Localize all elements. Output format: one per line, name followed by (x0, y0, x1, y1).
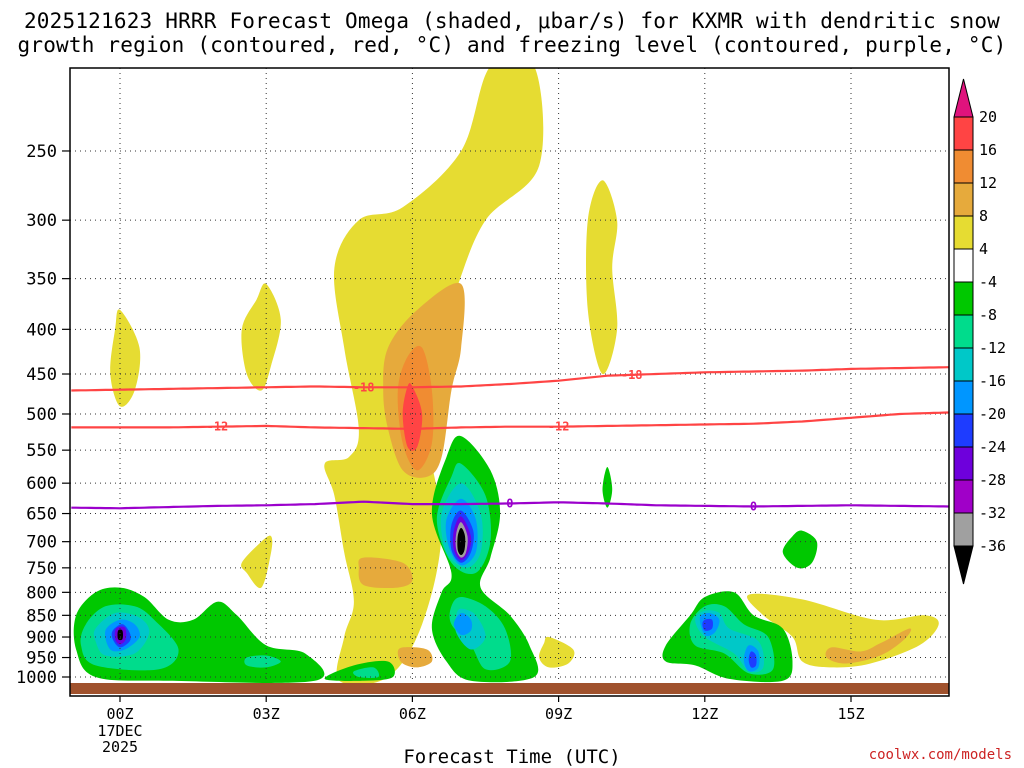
omega-shaded-regions (73, 68, 939, 685)
region-yellow-10z (586, 180, 618, 375)
colorbar-label: 20 (979, 108, 997, 126)
source-credit: coolwx.com/models (868, 747, 1012, 763)
x-tick-sublabel: 17DEC (97, 722, 142, 740)
colorbar-cap-top (953, 78, 974, 118)
x-tick-label: 12Z (691, 705, 718, 723)
x-tick-label: 09Z (545, 705, 572, 723)
colorbar-label: -8 (979, 306, 997, 324)
colorbar-label: -28 (979, 471, 1006, 489)
region-green-10z-small (602, 467, 613, 508)
region-black-07z (457, 527, 466, 555)
region-red-max (402, 383, 423, 451)
y-tick-label: 800 (26, 583, 57, 603)
contour-freezing_level (71, 500, 949, 510)
plot-frame (69, 67, 950, 697)
contour-dgz_bottom (71, 411, 949, 431)
ground-surface (70, 683, 949, 694)
region-left-yellow-blob (110, 309, 141, 407)
contour-label-dgz_top: -18 (353, 380, 375, 394)
y-tick-label: 400 (26, 320, 57, 340)
colorbar-segment-neg16_neg12 (953, 347, 974, 382)
colorbar-label: 8 (979, 207, 988, 225)
y-tick-label: 550 (26, 441, 57, 461)
y-tick-label: 650 (26, 505, 57, 525)
colorbar-label: -32 (979, 504, 1006, 522)
contour-lines: -18 -18 -12 -12 0 0 (71, 366, 949, 513)
contour-label-freezing_level: 0 (506, 496, 513, 510)
region-mid-orange-patch (358, 557, 413, 589)
y-tick-label: 300 (26, 211, 57, 231)
colorbar-segment-neg28_neg24 (953, 446, 974, 481)
contour-label-dgz_bottom: -12 (548, 420, 570, 434)
colorbar-segment-neg36_neg32 (953, 512, 974, 547)
region-yellow-small-03z (241, 535, 273, 589)
region-upper-yellow-plume (324, 68, 544, 685)
x-tick-label: 15Z (837, 705, 864, 723)
region-black-left (117, 629, 123, 641)
colorbar-segment-4_8 (953, 215, 974, 250)
contour-label-freezing_level: 0 (750, 499, 757, 513)
contour-dgz_top (71, 366, 949, 392)
region-dblue-12z (702, 618, 713, 631)
colorbar-label: 16 (979, 141, 997, 159)
region-dblue-13z (748, 651, 757, 668)
colorbar-legend: 20 16 12 8 4 -4 -8 -12 -16 -20 -24 -28 -32 -36 (953, 78, 1006, 585)
x-tick-label: 03Z (253, 705, 280, 723)
colorbar-segment-12_16 (953, 149, 974, 184)
chart-title-line-1: 2025121623 HRRR Forecast Omega (shaded, … (23, 9, 1001, 33)
colorbar-label: -36 (979, 537, 1006, 555)
colorbar-segment-neg32_neg28 (953, 479, 974, 514)
colorbar-segment-neg20_neg16 (953, 380, 974, 415)
colorbar-segment-neg12_neg8 (953, 314, 974, 349)
contour-label-dgz_bottom: -12 (207, 420, 229, 434)
colorbar-cap-bottom (953, 545, 974, 585)
region-teal-05z (353, 667, 380, 678)
region-yellow-09z (538, 636, 575, 668)
x-tick-sublabel: 2025 (102, 738, 138, 756)
colorbar-segment-neg24_neg20 (953, 413, 974, 448)
colorbar-segment-neg8_neg4 (953, 281, 974, 316)
y-tick-label: 900 (26, 628, 57, 648)
y-tick-label: 350 (26, 270, 57, 290)
y-tick-label: 950 (26, 649, 57, 669)
colorbar-label: -24 (979, 438, 1006, 456)
colorbar-label: -4 (979, 273, 997, 291)
colorbar-segment-16_20 (953, 116, 974, 151)
y-tick-label: 1000 (16, 668, 57, 688)
region-blue-07z-low (453, 613, 473, 636)
region-orange-right (825, 628, 912, 664)
region-green-14z (782, 530, 818, 569)
colorbar-label: 12 (979, 174, 997, 192)
y-tick-label: 250 (26, 142, 57, 162)
x-tick-label: 00Z (106, 705, 133, 723)
x-axis-title: Forecast Time (UTC) (403, 746, 621, 768)
y-tick-label: 450 (26, 365, 57, 385)
y-tick-label: 750 (26, 559, 57, 579)
region-yellow-03z (241, 283, 281, 391)
region-teal-03z (244, 655, 281, 668)
colorbar-label: -16 (979, 372, 1006, 390)
chart-title-line-2: growth region (contoured, red, °C) and f… (17, 33, 1007, 57)
y-tick-label: 600 (26, 474, 57, 494)
colorbar-segment-8_12 (953, 182, 974, 217)
y-tick-label: 500 (26, 405, 57, 425)
colorbar-label: -20 (979, 405, 1006, 423)
contour-label-dgz_top: -18 (621, 368, 643, 382)
colorbar-label: -12 (979, 339, 1006, 357)
y-tick-label: 850 (26, 606, 57, 626)
colorbar-label: 4 (979, 240, 988, 258)
y-axis: 2503003504004505005506006507007508008509… (16, 142, 70, 688)
colorbar-segment-neg4_4 (953, 248, 974, 283)
y-tick-label: 700 (26, 533, 57, 553)
x-tick-label: 06Z (399, 705, 426, 723)
